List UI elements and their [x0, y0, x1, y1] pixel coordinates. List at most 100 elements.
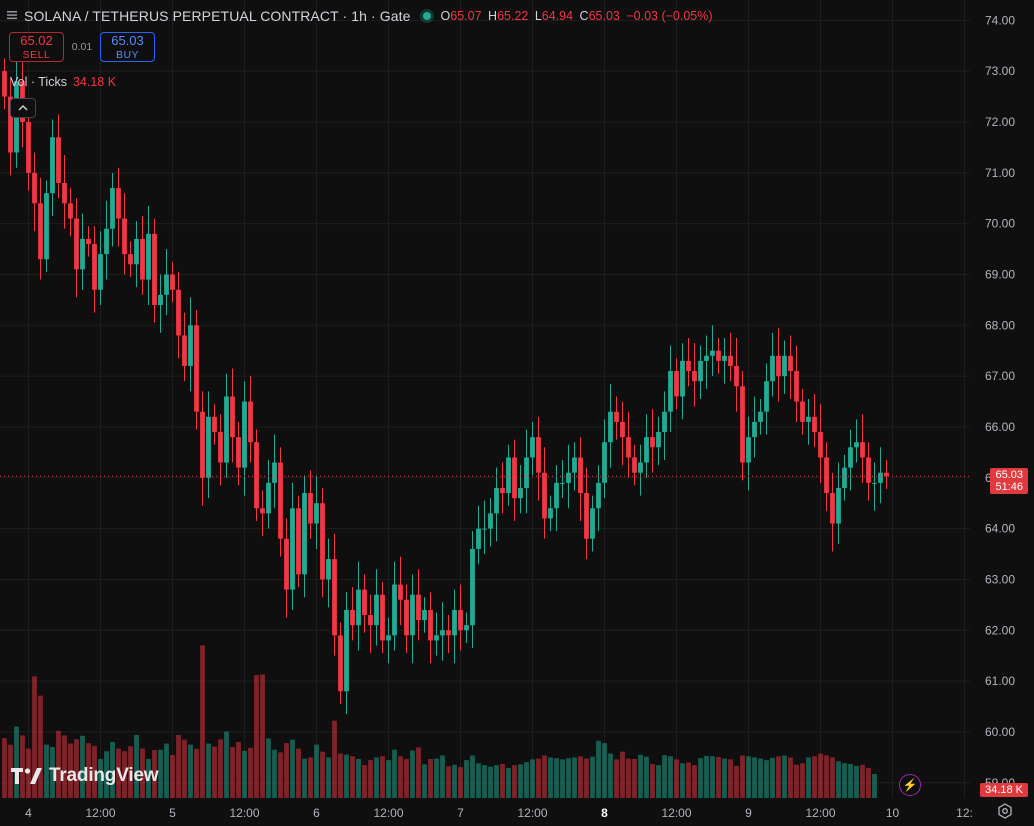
gear-icon[interactable] — [995, 801, 1015, 821]
price-tick-label: 74.00 — [985, 13, 1015, 27]
volume-bar — [614, 759, 619, 798]
candle — [86, 226, 91, 257]
volume-bar — [758, 758, 763, 798]
volume-bar — [44, 744, 49, 798]
candle — [362, 574, 367, 633]
volume-bar — [380, 756, 385, 798]
candle-body — [50, 137, 55, 194]
candle-body — [164, 274, 169, 295]
volume-bar — [560, 759, 565, 798]
volume-bar — [578, 756, 583, 798]
sell-button[interactable]: 65.02 SELL — [9, 32, 64, 62]
candle-body — [392, 584, 397, 636]
candle-body — [842, 467, 847, 488]
candle — [608, 383, 613, 468]
market-status-icon[interactable] — [422, 12, 431, 20]
volume-bar — [110, 741, 115, 798]
candle-body — [110, 188, 115, 229]
symbol-title[interactable]: SOLANA / TETHERUS PERPETUAL CONTRACT · 1… — [24, 8, 411, 24]
price-tick-label: 63.00 — [985, 572, 1015, 586]
volume-bar — [470, 755, 475, 798]
ohlc-open-value: 65.07 — [450, 9, 482, 23]
candle-body — [722, 355, 727, 361]
volume-bar — [620, 751, 625, 798]
candle — [572, 442, 577, 491]
candle — [422, 597, 427, 633]
volume-bar — [254, 675, 259, 798]
candle — [224, 373, 229, 478]
last-price-value: 65.03 — [995, 469, 1023, 482]
volume-bar — [536, 758, 541, 798]
candle-body — [794, 371, 799, 402]
volume-bar — [644, 756, 649, 798]
candle-body — [656, 432, 661, 448]
volume-bar — [494, 765, 499, 798]
tradingview-logo[interactable]: TradingView — [11, 765, 159, 787]
volume-bar — [746, 756, 751, 798]
volume-bar — [422, 764, 427, 798]
candle — [770, 332, 775, 397]
candle-body — [38, 203, 43, 260]
volume-bar — [794, 764, 799, 798]
volume-bar — [206, 743, 211, 798]
candle — [824, 442, 829, 511]
volume-bar — [722, 758, 727, 798]
candle-body — [68, 203, 73, 219]
candle-body — [254, 442, 259, 509]
candle — [116, 167, 121, 247]
ohlc-high-key: H — [488, 9, 498, 23]
candle-body — [122, 218, 127, 255]
candle-body — [698, 360, 703, 382]
candle — [152, 218, 157, 323]
candle-body — [32, 172, 37, 204]
menu-icon[interactable] — [6, 9, 18, 24]
candle — [290, 482, 295, 610]
candle — [692, 343, 697, 407]
candle — [854, 419, 859, 463]
volume-legend[interactable]: Vol · Ticks 34.18 K — [10, 75, 116, 89]
candle — [554, 465, 559, 532]
volume-bar — [626, 758, 631, 798]
candle-body — [344, 609, 349, 692]
candle — [782, 340, 787, 394]
candle — [878, 447, 883, 504]
candle-body — [830, 493, 835, 524]
candle-body — [470, 548, 475, 626]
volume-bar — [230, 747, 235, 798]
volume-bar — [650, 764, 655, 798]
volume-bar — [476, 763, 481, 798]
candle — [500, 462, 505, 514]
candle-body — [320, 503, 325, 580]
candle-body — [290, 508, 295, 590]
volume-bar — [176, 735, 181, 798]
candle — [842, 454, 847, 501]
candle-body — [566, 472, 571, 483]
volume-bar — [728, 759, 733, 798]
volume-bar — [446, 766, 451, 798]
volume-bar — [218, 739, 223, 798]
candle-body — [386, 635, 391, 641]
candle — [710, 325, 715, 377]
candle-body — [446, 630, 451, 636]
candle-body — [632, 457, 637, 473]
candle — [392, 561, 397, 651]
price-axis[interactable]: 74.00 73.00 72.00 71.00 70.00 69.00 68.00 67.00… — [970, 0, 1034, 826]
volume-bar — [692, 765, 697, 798]
candle — [650, 409, 655, 473]
candle-body — [662, 411, 667, 433]
lightning-icon[interactable]: ⚡ — [899, 774, 921, 796]
volume-bar — [530, 759, 535, 798]
collapse-legend-button[interactable] — [10, 98, 36, 118]
time-axis[interactable]: 4 12:00 5 12:00 6 12:00 7 12:00 8 12:00 9 12:00 10 12… — [0, 798, 1034, 826]
volume-bar — [416, 747, 421, 798]
candle-body — [362, 589, 367, 616]
candle-body — [518, 487, 523, 499]
volume-bar — [590, 756, 595, 798]
buy-button[interactable]: 65.03 BUY — [100, 32, 155, 62]
candle-body — [134, 238, 139, 265]
candle-body — [230, 396, 235, 438]
candle-body — [884, 472, 889, 477]
price-tick-label: 64.00 — [985, 522, 1015, 536]
price-tick-label: 69.00 — [985, 267, 1015, 281]
